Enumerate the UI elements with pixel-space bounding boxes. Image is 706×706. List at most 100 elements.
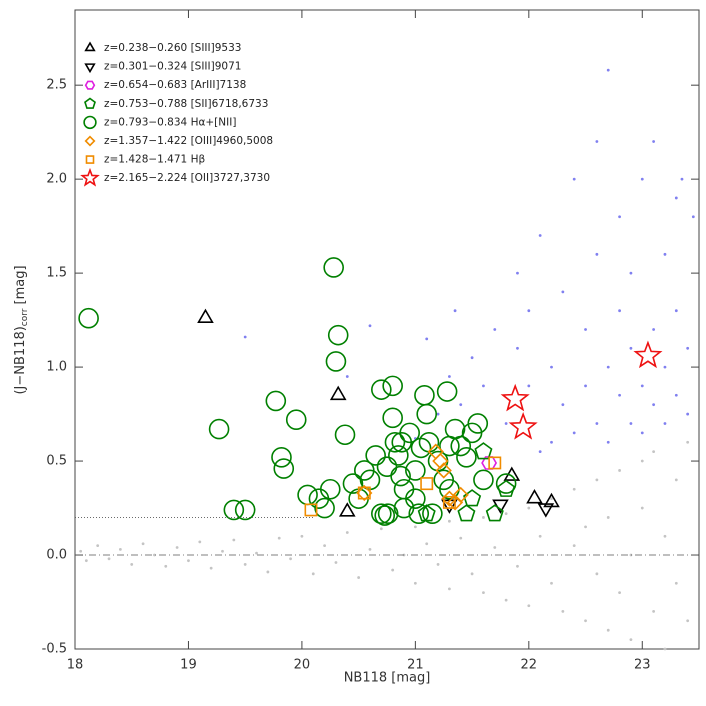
point xyxy=(425,337,429,341)
point xyxy=(618,591,621,595)
legend-label: z=1.357−1.422 [OIII]4960,5008 xyxy=(104,135,273,147)
plot-area xyxy=(74,10,699,651)
marker-circle xyxy=(273,458,295,479)
point xyxy=(629,422,633,425)
marker-pentagon xyxy=(463,489,482,507)
marker-circle xyxy=(436,381,458,402)
marker-circle xyxy=(473,469,494,491)
point xyxy=(606,365,610,369)
point xyxy=(629,346,633,350)
point xyxy=(323,544,326,548)
point xyxy=(209,566,213,570)
point xyxy=(595,572,599,576)
point xyxy=(606,628,610,632)
point xyxy=(334,561,338,564)
point xyxy=(629,553,633,557)
y-tick-label: 2.0 xyxy=(46,172,67,187)
marker-circle xyxy=(388,445,409,466)
marker-circle xyxy=(391,431,413,453)
point xyxy=(448,519,451,523)
point xyxy=(436,563,440,566)
marker-circle xyxy=(323,257,344,278)
marker-triangle-up xyxy=(197,308,214,324)
point xyxy=(550,497,553,501)
marker-circle xyxy=(319,478,341,500)
point xyxy=(84,559,88,563)
point xyxy=(629,638,633,642)
marker-star xyxy=(508,411,538,440)
marker-circle xyxy=(467,413,489,434)
point xyxy=(652,450,656,454)
marker-square xyxy=(85,155,95,164)
marker-diamond xyxy=(435,462,452,479)
marker-circle xyxy=(83,115,97,130)
marker-circle xyxy=(285,409,307,431)
point xyxy=(572,431,576,435)
marker-circle xyxy=(450,435,472,457)
marker-circle xyxy=(416,403,438,425)
marker-pentagon xyxy=(485,504,504,522)
point xyxy=(368,324,372,328)
point xyxy=(493,328,497,331)
point xyxy=(584,328,587,331)
point xyxy=(516,564,519,568)
marker-hexagon xyxy=(84,80,96,90)
point xyxy=(153,553,156,557)
point xyxy=(118,547,122,551)
point xyxy=(255,551,258,555)
y-axis-label: (J−NB118)corr [mag] xyxy=(13,265,30,394)
marker-circle xyxy=(297,484,318,506)
point xyxy=(198,540,202,544)
point xyxy=(663,252,667,256)
point xyxy=(595,478,599,482)
point xyxy=(232,538,236,542)
point xyxy=(504,598,508,602)
marker-circle xyxy=(382,375,403,397)
point xyxy=(436,412,440,416)
point xyxy=(79,549,83,553)
marker-circle xyxy=(342,473,364,494)
point xyxy=(538,450,542,454)
point xyxy=(345,375,349,378)
legend-label: z=0.301−0.324 [SIII]9071 xyxy=(104,61,241,73)
point xyxy=(482,591,485,595)
point xyxy=(459,536,463,540)
series xyxy=(78,257,517,526)
point xyxy=(379,527,383,531)
marker-diamond xyxy=(432,452,449,470)
marker-circle xyxy=(456,446,477,468)
point xyxy=(550,440,553,444)
marker-circle xyxy=(393,497,415,519)
legend-label: z=0.753−0.788 [SII]6718,6733 xyxy=(104,98,268,110)
point xyxy=(618,215,621,219)
point xyxy=(357,576,361,579)
point xyxy=(277,536,281,540)
point xyxy=(572,544,576,548)
point xyxy=(516,346,519,350)
point xyxy=(618,309,621,313)
point xyxy=(527,384,531,388)
marker-circle xyxy=(371,503,392,524)
point xyxy=(141,542,145,546)
point xyxy=(459,403,463,407)
plot-frame xyxy=(74,9,700,650)
point xyxy=(550,581,553,585)
marker-pentagon xyxy=(457,504,476,522)
point xyxy=(561,403,565,407)
point xyxy=(482,384,485,388)
point xyxy=(640,506,644,510)
point xyxy=(448,375,451,378)
y-label-main: (J−NB118) xyxy=(13,326,28,394)
point xyxy=(663,534,667,538)
point xyxy=(413,525,417,529)
point xyxy=(96,544,100,548)
point xyxy=(652,328,656,331)
marker-circle xyxy=(325,351,347,372)
point xyxy=(606,68,610,72)
marker-circle xyxy=(327,324,349,346)
marker-circle xyxy=(495,473,517,494)
marker-pentagon xyxy=(84,97,96,109)
marker-circle xyxy=(377,503,399,524)
point xyxy=(618,469,621,472)
